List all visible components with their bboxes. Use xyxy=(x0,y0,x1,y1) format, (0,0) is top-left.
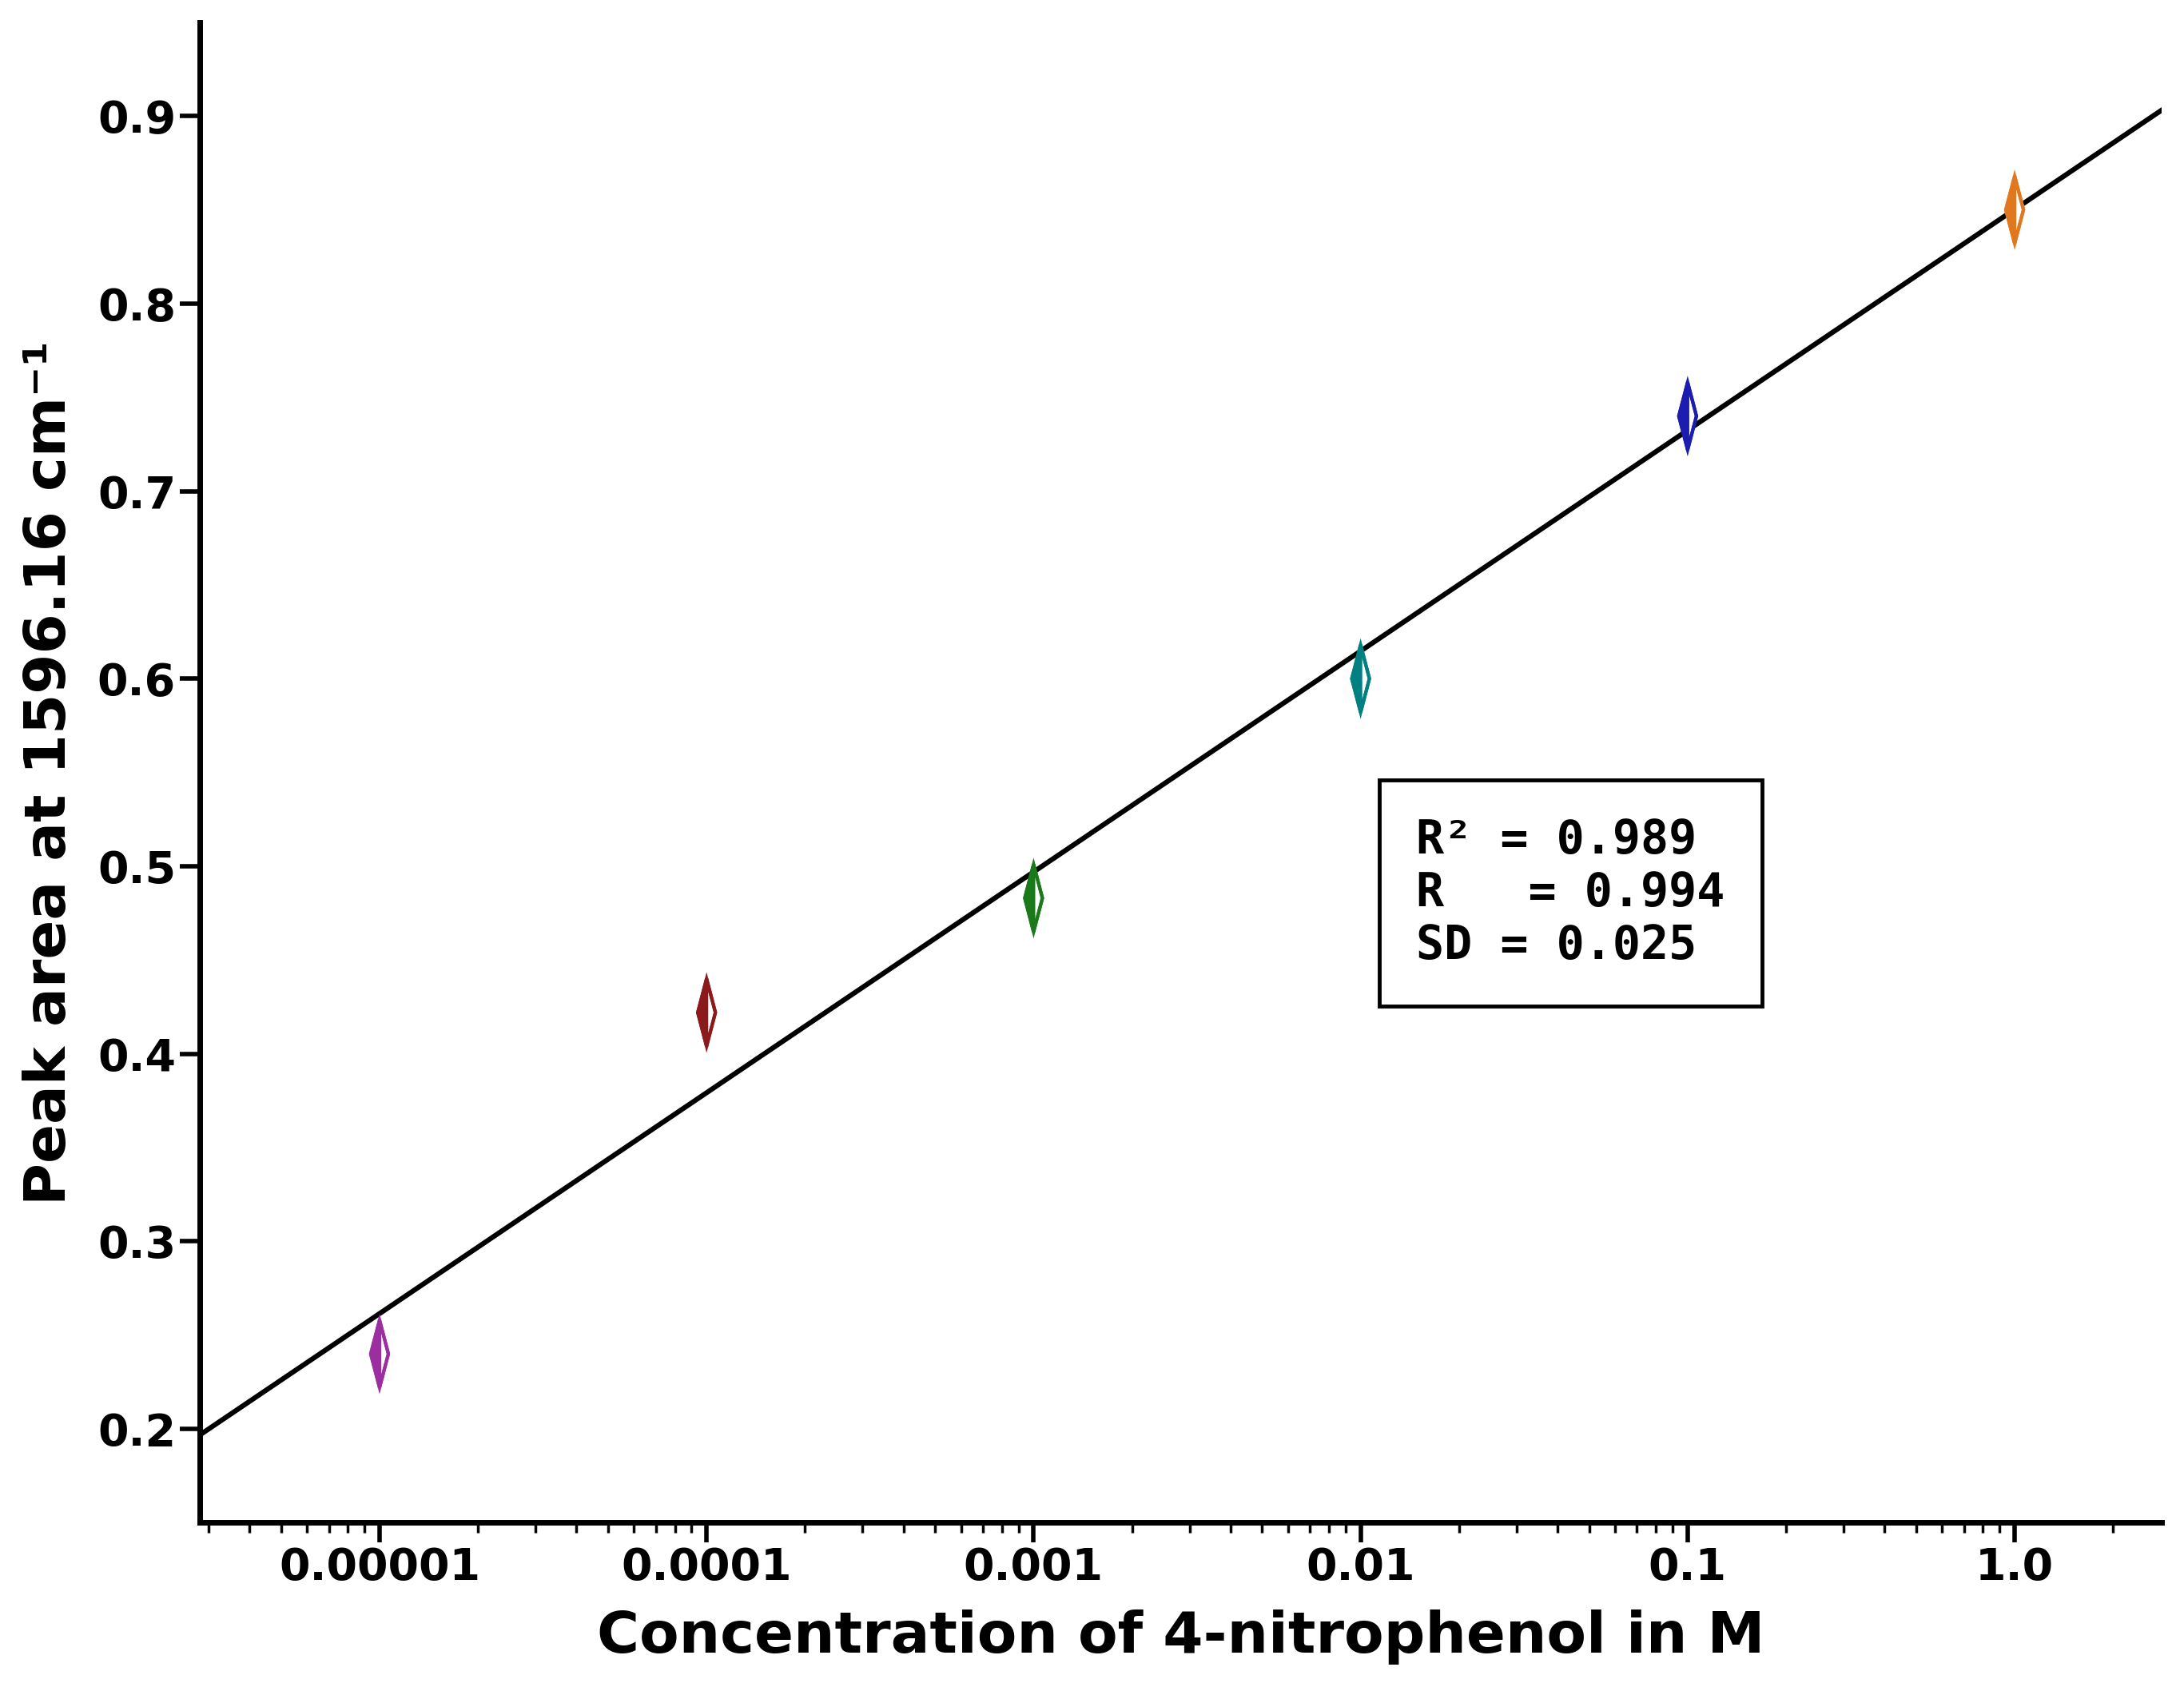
X-axis label: Concentration of 4-nitrophenol in M: Concentration of 4-nitrophenol in M xyxy=(596,1609,1765,1665)
Y-axis label: Peak area at 1596.16 cm⁻¹: Peak area at 1596.16 cm⁻¹ xyxy=(22,341,76,1205)
Polygon shape xyxy=(1688,383,1697,450)
Polygon shape xyxy=(1361,644,1369,712)
Polygon shape xyxy=(708,978,716,1046)
Polygon shape xyxy=(1033,864,1042,931)
Polygon shape xyxy=(1024,864,1033,931)
Polygon shape xyxy=(1352,644,1361,712)
Polygon shape xyxy=(1679,383,1688,450)
Polygon shape xyxy=(2014,175,2022,243)
Polygon shape xyxy=(2005,175,2014,243)
Polygon shape xyxy=(380,1321,389,1388)
Polygon shape xyxy=(697,978,708,1046)
Text: R² = 0.989
R   = 0.994
SD = 0.025: R² = 0.989 R = 0.994 SD = 0.025 xyxy=(1415,818,1725,968)
Polygon shape xyxy=(371,1321,380,1388)
